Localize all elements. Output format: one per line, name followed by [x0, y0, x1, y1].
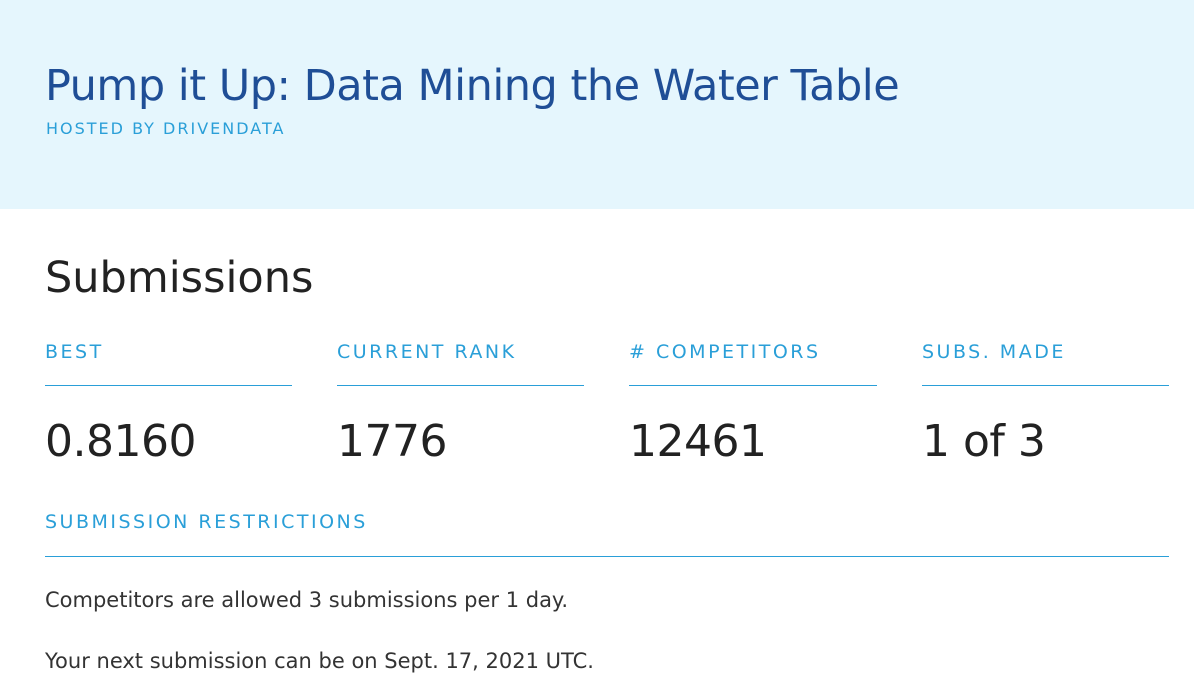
- stat-competitors: # COMPETITORS 12461: [629, 338, 877, 468]
- stat-competitors-value: 12461: [629, 416, 767, 467]
- submissions-heading: Submissions: [45, 253, 314, 303]
- restriction-allowance-text: Competitors are allowed 3 submissions pe…: [45, 588, 569, 612]
- submission-restrictions-label: SUBMISSION RESTRICTIONS: [45, 508, 1169, 557]
- competition-title: Pump it Up: Data Mining the Water Table: [45, 61, 900, 111]
- restriction-next-submission-text: Your next submission can be on Sept. 17,…: [45, 649, 594, 673]
- competition-host: HOSTED BY DRIVENDATA: [46, 119, 286, 138]
- stat-subs-made-value: 1 of 3: [922, 416, 1046, 467]
- stat-best-value: 0.8160: [45, 416, 196, 467]
- competition-banner: Pump it Up: Data Mining the Water Table …: [0, 0, 1194, 209]
- submission-restrictions: SUBMISSION RESTRICTIONS: [45, 508, 1169, 557]
- stat-best-label: BEST: [45, 338, 292, 386]
- stat-competitors-label: # COMPETITORS: [629, 338, 877, 386]
- stat-subs-made-label: SUBS. MADE: [922, 338, 1169, 386]
- stat-current-rank: CURRENT RANK 1776: [337, 338, 584, 468]
- stat-current-rank-value: 1776: [337, 416, 447, 467]
- stat-current-rank-label: CURRENT RANK: [337, 338, 584, 386]
- stat-best: BEST 0.8160: [45, 338, 292, 468]
- stat-subs-made: SUBS. MADE 1 of 3: [922, 338, 1169, 468]
